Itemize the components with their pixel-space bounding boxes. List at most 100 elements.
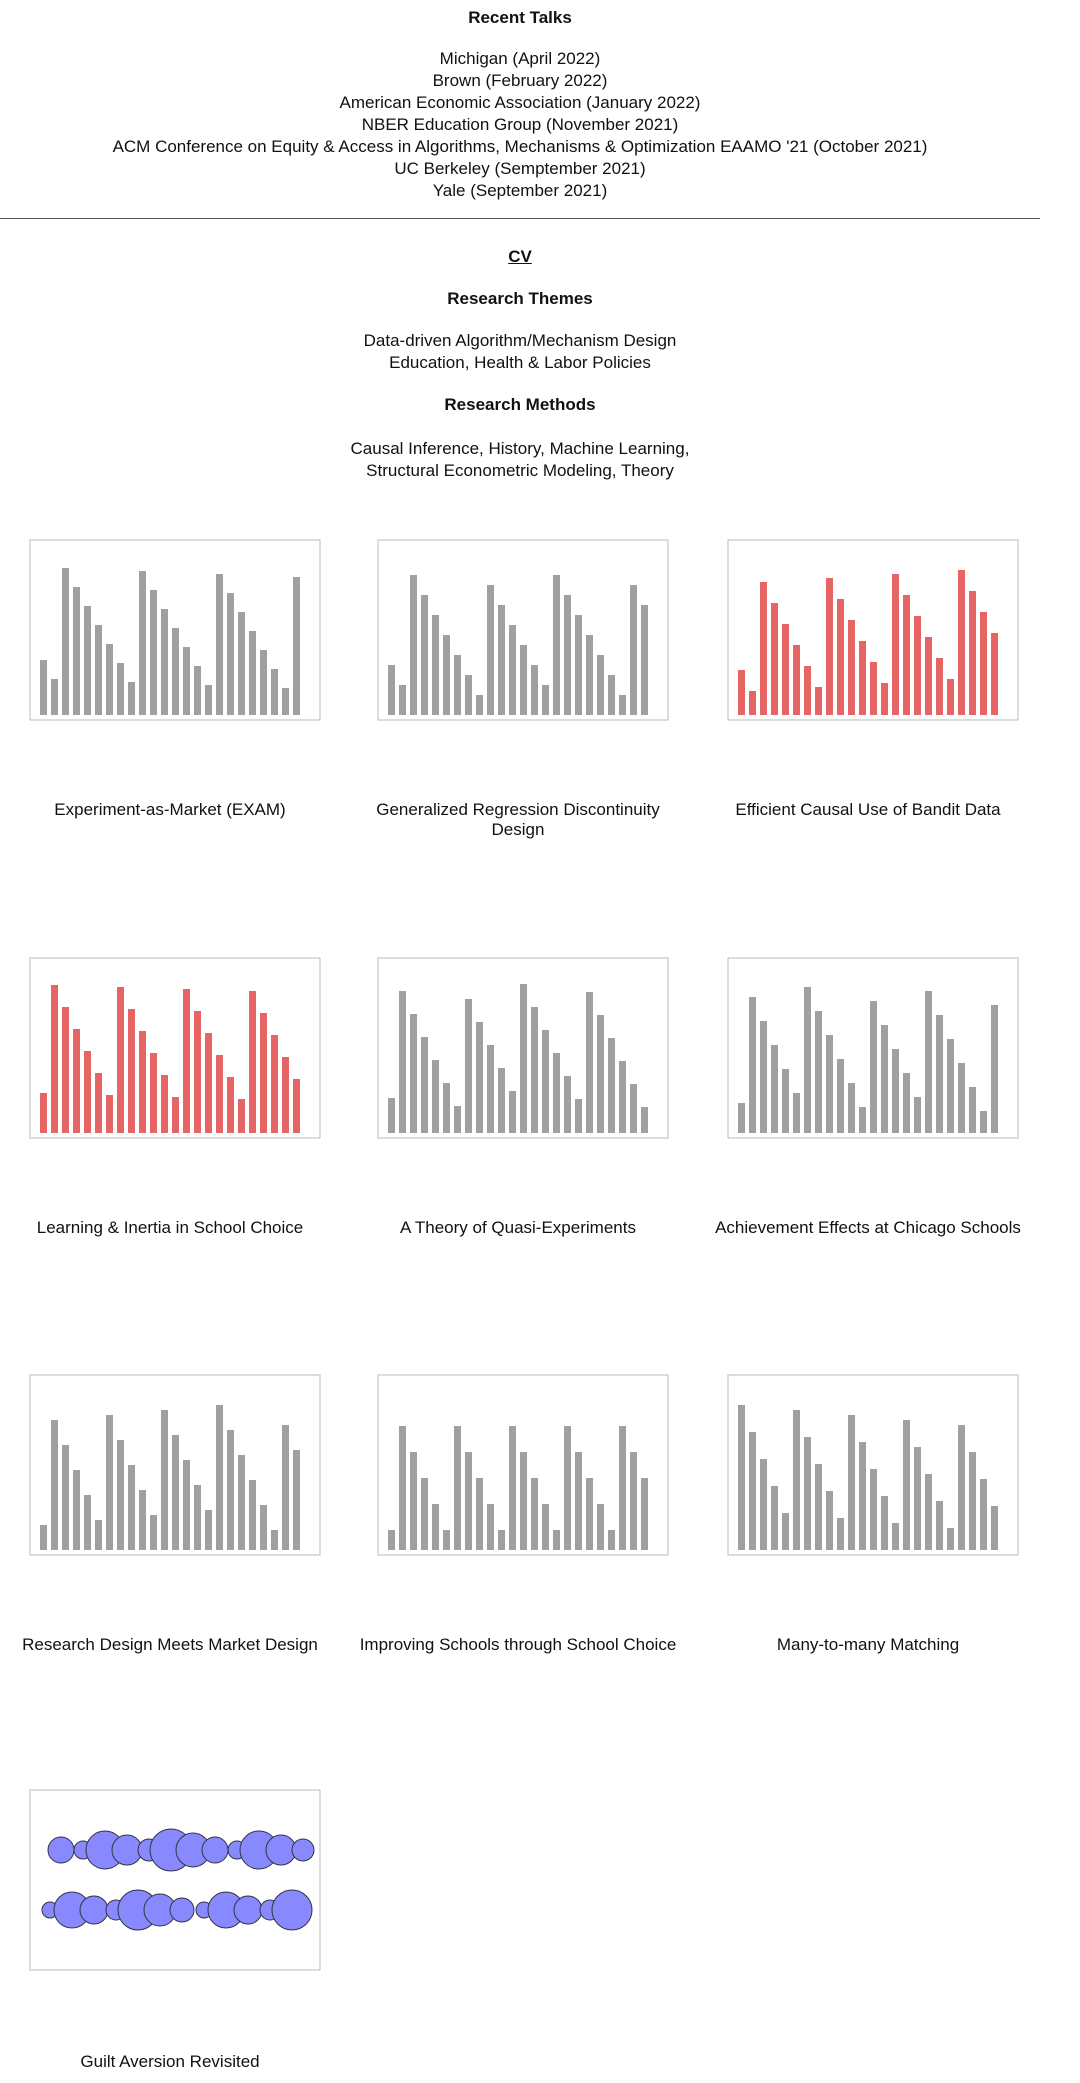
- thumbnail-shape: [51, 1420, 58, 1550]
- thumbnail-shape: [520, 645, 527, 715]
- thumbnail-shape: [925, 991, 932, 1133]
- thumbnail-shape: [62, 1445, 69, 1550]
- thumbnail-shape: [914, 1097, 921, 1133]
- thumbnail-shape: [271, 1530, 278, 1550]
- thumbnail-shape: [51, 679, 58, 715]
- thumbnail-shape: [128, 1009, 135, 1133]
- thumbnail-shape: [161, 1075, 168, 1133]
- thumbnail-shape: [227, 593, 234, 715]
- thumbnail-shape: [487, 1504, 494, 1550]
- project-thumbnail[interactable]: [358, 530, 678, 750]
- thumbnail-shape: [815, 1011, 822, 1133]
- thumbnail-shape: [947, 679, 954, 715]
- thumbnail-shape: [925, 637, 932, 715]
- project-thumbnail[interactable]: [358, 948, 678, 1168]
- thumbnail-shape: [183, 647, 190, 715]
- thumbnail-shape: [597, 655, 604, 715]
- thumbnail-shape: [782, 1069, 789, 1133]
- project-title[interactable]: Efficient Causal Use of Bandit Data: [735, 800, 1001, 819]
- thumbnail-shape: [903, 595, 910, 715]
- thumbnail-shape: [161, 609, 168, 715]
- project-thumbnail[interactable]: [708, 530, 1028, 750]
- project-thumbnail[interactable]: [708, 948, 1028, 1168]
- thumbnail-shape: [958, 570, 965, 715]
- talks-title: Recent Talks: [468, 8, 572, 27]
- thumbnail-shape: [782, 624, 789, 715]
- thumbnail-shape: [749, 691, 756, 715]
- thumbnail-shape: [62, 1007, 69, 1133]
- thumbnail-shape: [848, 1415, 855, 1550]
- talk: Michigan (April 2022): [439, 49, 601, 68]
- project-title[interactable]: Guilt Aversion Revisited: [80, 2052, 260, 2071]
- thumbnail-shape: [249, 991, 256, 1133]
- thumbnail-shape: [564, 1076, 571, 1133]
- talk: Yale (September 2021): [432, 181, 608, 200]
- thumbnail-shape: [760, 582, 767, 715]
- thumbnail-shape: [947, 1528, 954, 1550]
- thumbnail-shape: [194, 666, 201, 715]
- themes-title: Research Themes: [447, 289, 593, 308]
- thumbnail-shape: [238, 612, 245, 715]
- thumbnail-shape: [282, 1057, 289, 1133]
- thumbnail-shape: [216, 1405, 223, 1550]
- project-title[interactable]: Generalized Regression Discontinuity Des…: [376, 800, 660, 839]
- project-title[interactable]: Research Design Meets Market Design: [22, 1635, 318, 1654]
- thumbnail-shape: [630, 1084, 637, 1133]
- thumbnail-shape: [84, 606, 91, 715]
- thumbnail-shape: [619, 1426, 626, 1550]
- thumbnail-shape: [738, 670, 745, 715]
- thumbnail-shape: [793, 1410, 800, 1550]
- thumbnail-shape: [936, 1501, 943, 1550]
- cv-link[interactable]: CV: [508, 247, 532, 266]
- project-title[interactable]: Many-to-many Matching: [776, 1635, 960, 1654]
- thumbnail-shape: [619, 695, 626, 715]
- thumbnail-shape: [117, 1440, 124, 1550]
- thumbnail-shape: [553, 1053, 560, 1133]
- thumbnail-shape: [161, 1410, 168, 1550]
- thumbnail-shape: [271, 1035, 278, 1133]
- project-thumbnail[interactable]: [708, 1365, 1028, 1585]
- thumbnail-shape: [903, 1420, 910, 1550]
- thumbnail-shape: [936, 1015, 943, 1133]
- project-thumbnail[interactable]: [10, 1365, 330, 1585]
- thumbnail-shape: [205, 685, 212, 715]
- project-thumbnail[interactable]: [10, 530, 330, 750]
- thumbnail-shape: [498, 605, 505, 715]
- thumbnail-shape: [487, 585, 494, 715]
- thumbnail-shape: [630, 1452, 637, 1550]
- thumbnail-shape: [106, 644, 113, 715]
- thumbnail-shape: [388, 665, 395, 715]
- method-line: Structural Econometric Modeling, Theory: [366, 461, 674, 480]
- thumbnail-shape: [399, 991, 406, 1133]
- thumbnail-shape: [172, 1097, 179, 1133]
- thumbnail-shape: [205, 1510, 212, 1550]
- thumbnail-shape: [586, 1478, 593, 1550]
- project-thumbnail[interactable]: [10, 1780, 330, 2000]
- thumbnail-shape: [738, 1103, 745, 1133]
- thumbnail-shape: [597, 1015, 604, 1133]
- project-title[interactable]: Experiment-as-Market (EXAM): [54, 800, 286, 819]
- project-thumbnail[interactable]: [10, 948, 330, 1168]
- project-title[interactable]: Improving Schools through School Choice: [359, 1635, 677, 1654]
- thumbnail-shape: [793, 645, 800, 715]
- thumbnail-shape: [826, 1491, 833, 1550]
- thumbnail-shape: [837, 599, 844, 715]
- thumbnail-shape: [760, 1459, 767, 1550]
- thumbnail-shape: [150, 1053, 157, 1133]
- project-thumbnail[interactable]: [358, 1365, 678, 1585]
- thumbnail-shape: [73, 587, 80, 715]
- thumbnail-shape: [62, 568, 69, 715]
- project-title[interactable]: Achievement Effects at Chicago Schools: [715, 1218, 1021, 1237]
- thumbnail-shape: [465, 1452, 472, 1550]
- thumbnail-shape: [388, 1098, 395, 1133]
- project-title[interactable]: A Theory of Quasi-Experiments: [400, 1218, 636, 1237]
- thumbnail-shape: [172, 1435, 179, 1550]
- thumbnail-shape: [509, 1091, 516, 1133]
- thumbnail-shape: [925, 1474, 932, 1550]
- project-title[interactable]: Learning & Inertia in School Choice: [36, 1218, 304, 1237]
- thumbnail-shape: [749, 1432, 756, 1550]
- thumbnail-shape: [454, 1106, 461, 1133]
- thumbnail-shape: [870, 1469, 877, 1550]
- thumbnail-shape: [531, 665, 538, 715]
- thumbnail-shape: [465, 675, 472, 715]
